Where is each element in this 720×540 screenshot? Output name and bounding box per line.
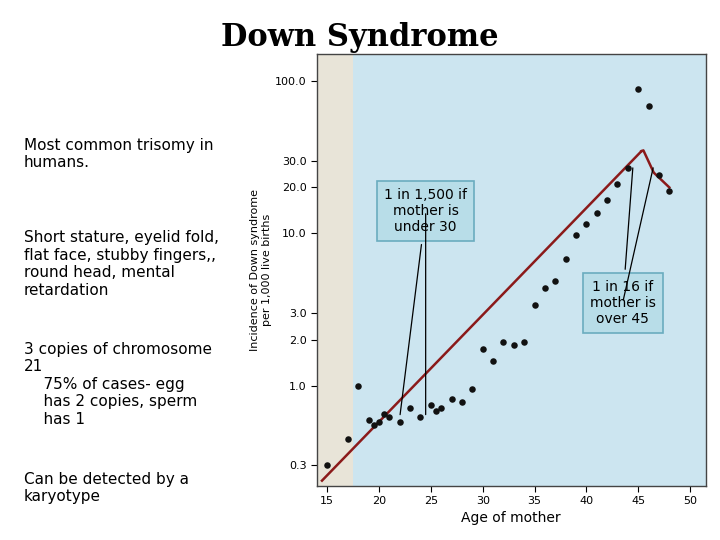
Point bbox=[436, 403, 447, 412]
Point bbox=[664, 186, 675, 195]
Y-axis label: Incidence of Down syndrome
per 1,000 live births: Incidence of Down syndrome per 1,000 liv… bbox=[251, 189, 272, 351]
Point bbox=[363, 415, 374, 424]
Point bbox=[498, 337, 509, 346]
Point bbox=[353, 381, 364, 390]
Point bbox=[467, 385, 478, 394]
Text: 1 in 1,500 if
mother is
under 30: 1 in 1,500 if mother is under 30 bbox=[384, 188, 467, 415]
Text: Most common trisomy in
humans.: Most common trisomy in humans. bbox=[24, 138, 213, 170]
Point bbox=[601, 196, 613, 205]
Point bbox=[580, 220, 592, 228]
Point bbox=[653, 171, 665, 180]
Point bbox=[549, 276, 561, 285]
Point bbox=[321, 461, 333, 470]
Point bbox=[384, 413, 395, 422]
Point bbox=[560, 254, 572, 263]
X-axis label: Age of mother: Age of mother bbox=[462, 511, 561, 524]
Text: 3 copies of chromosome
21
    75% of cases- egg
    has 2 copies, sperm
    has : 3 copies of chromosome 21 75% of cases- … bbox=[24, 342, 212, 427]
Point bbox=[632, 85, 644, 93]
Text: Down Syndrome: Down Syndrome bbox=[221, 22, 499, 52]
Point bbox=[612, 180, 624, 188]
Point bbox=[591, 209, 603, 218]
Point bbox=[379, 410, 390, 418]
Point bbox=[368, 421, 379, 430]
Point bbox=[528, 300, 540, 309]
Point bbox=[518, 337, 530, 346]
Point bbox=[643, 102, 654, 111]
Point bbox=[425, 401, 436, 409]
Point bbox=[394, 417, 405, 426]
Point bbox=[415, 413, 426, 422]
Point bbox=[446, 395, 457, 403]
Point bbox=[570, 231, 582, 239]
Text: Can be detected by a
karyotype: Can be detected by a karyotype bbox=[24, 472, 189, 504]
Point bbox=[508, 341, 520, 349]
Bar bbox=[317, 54, 353, 486]
Point bbox=[456, 398, 468, 407]
Point bbox=[622, 163, 634, 172]
Text: Short stature, eyelid fold,
flat face, stubby fingers,,
round head, mental
retar: Short stature, eyelid fold, flat face, s… bbox=[24, 231, 219, 298]
Point bbox=[405, 403, 416, 412]
Point bbox=[342, 434, 354, 443]
Point bbox=[539, 284, 551, 292]
Point bbox=[477, 345, 488, 353]
Text: 1 in 16 if
mother is
over 45: 1 in 16 if mother is over 45 bbox=[590, 168, 656, 326]
Point bbox=[431, 407, 442, 416]
Point bbox=[487, 357, 499, 366]
Point bbox=[373, 417, 384, 426]
